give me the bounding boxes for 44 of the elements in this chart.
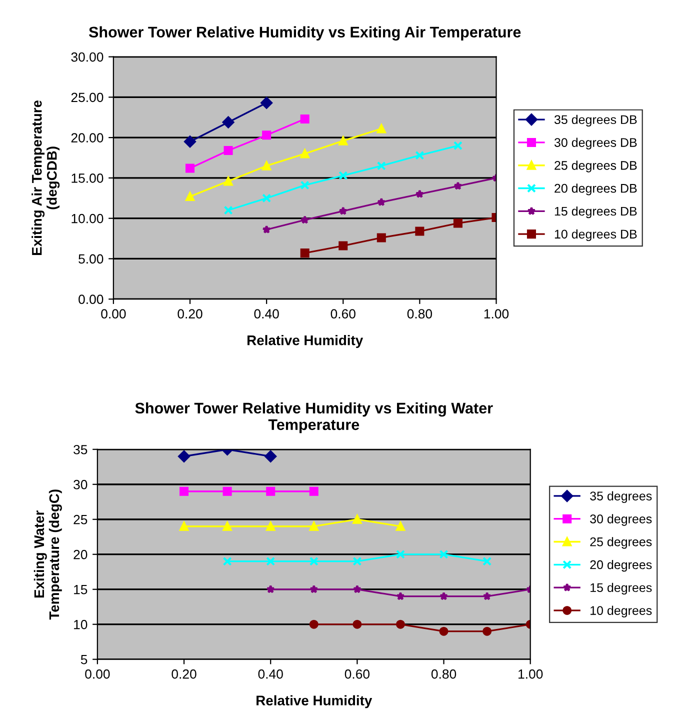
y-tick-label: 20 — [74, 550, 88, 560]
y-tick-label: 10 — [74, 620, 88, 630]
y-tick-label: 30 — [74, 480, 88, 490]
x-tick-label: 0.20 — [178, 309, 202, 319]
y-tick-label: 5 — [80, 655, 88, 664]
chart-title: Shower Tower Relative Humidity vs Exiting Air Temperature — [88, 26, 521, 41]
legend-label: 35 degrees — [590, 491, 652, 503]
y-tick-label: 35 — [74, 444, 88, 454]
legend-label: 10 degrees — [590, 606, 652, 618]
y-tick-label: 15.00 — [72, 174, 104, 183]
x-axis-title: Relative Humidity — [248, 335, 364, 348]
legend-label: 20 degrees — [590, 560, 652, 572]
legend-label: 15 degrees DB — [554, 206, 637, 218]
x-tick-label: 1.00 — [518, 669, 543, 679]
x-tick-label: 0.60 — [344, 669, 370, 679]
y-tick-label: 20.00 — [71, 133, 104, 142]
x-tick-label: 0.60 — [330, 309, 356, 319]
legend-label: 35 degrees DB — [554, 114, 637, 127]
legend-label: 20 degrees DB — [554, 184, 637, 196]
legend-label: 15 degrees — [590, 582, 652, 595]
x-tick-label: 0.00 — [101, 309, 126, 319]
x-tick-label: 0.80 — [431, 669, 456, 679]
y-tick-label: 10.00 — [72, 214, 104, 224]
legend-label: 30 degrees — [590, 514, 652, 526]
y-tick-label: 15 — [74, 585, 88, 594]
x-tick-label: 0.00 — [85, 669, 110, 679]
y-axis-title: Exiting Air Temperature (degCDB) — [32, 100, 60, 255]
x-tick-label: 0.80 — [407, 309, 432, 319]
x-tick-label: 0.40 — [258, 669, 283, 679]
legend-label: 25 degrees DB — [554, 160, 637, 172]
y-tick-label: 30.00 — [71, 52, 104, 62]
x-tick-label: 1.00 — [484, 309, 509, 319]
y-tick-label: 0.00 — [78, 294, 104, 304]
x-axis-title: Relative Humidity — [256, 695, 372, 708]
legend-label: 10 degrees DB — [554, 229, 637, 242]
y-tick-label: 5.00 — [78, 254, 104, 264]
y-tick-label: 25 — [74, 514, 88, 524]
y-tick-label: 25.00 — [71, 92, 104, 102]
legend-label: 25 degrees — [590, 537, 652, 549]
chart-title: Shower Tower Relative Humidity vs Exiting Water Temperature — [135, 402, 493, 434]
y-axis-title: Exiting Water Temperature (degC) — [34, 490, 62, 620]
x-tick-label: 0.40 — [254, 309, 279, 319]
x-tick-label: 0.20 — [172, 669, 196, 679]
legend-label: 30 degrees DB — [554, 138, 637, 150]
